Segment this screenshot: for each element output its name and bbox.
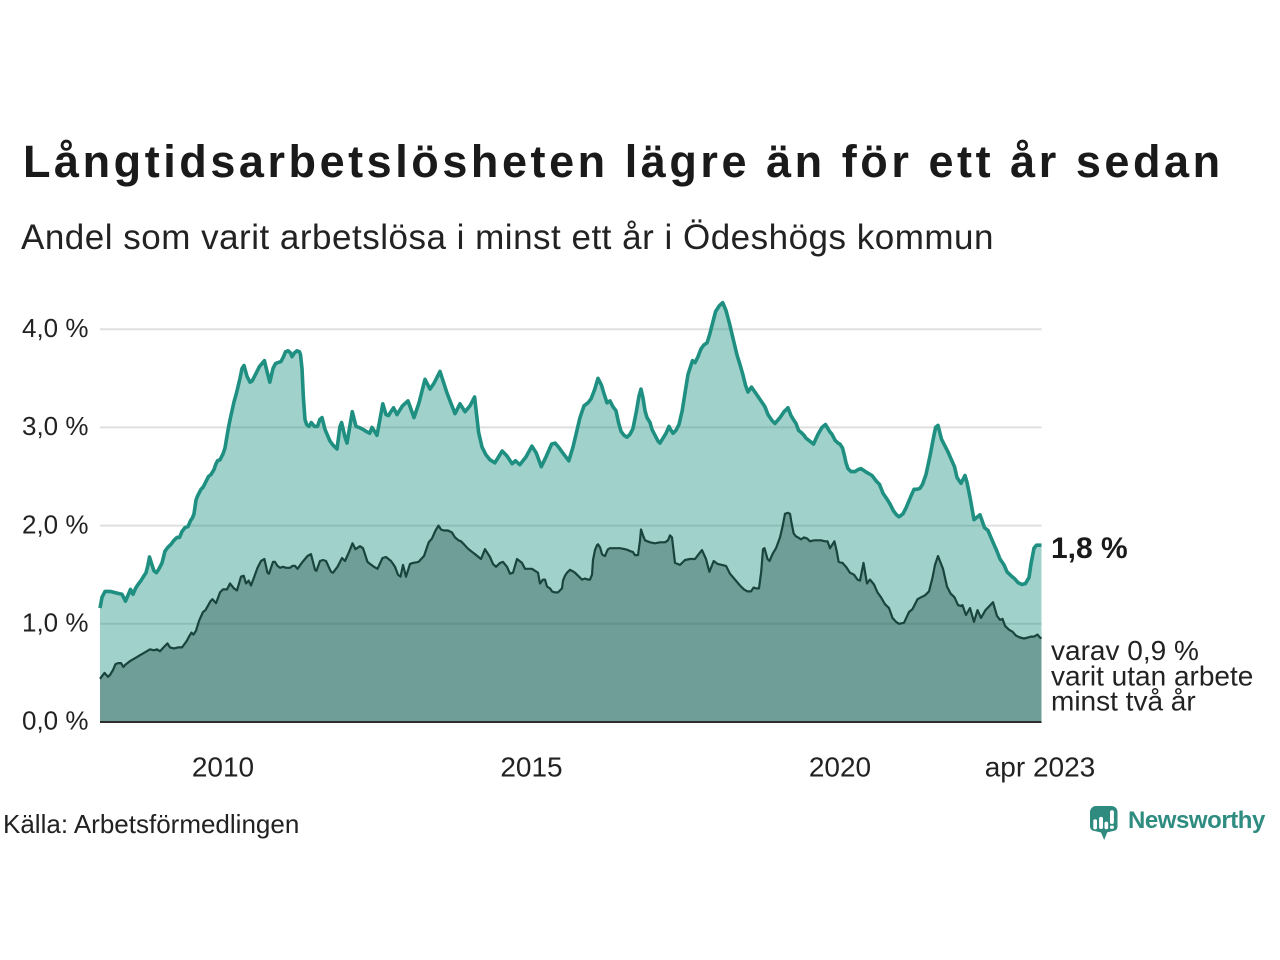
svg-text:2010: 2010	[192, 752, 254, 783]
svg-text:2,0 %: 2,0 %	[22, 509, 89, 539]
svg-text:apr 2023: apr 2023	[985, 752, 1096, 783]
svg-text:Newsworthy: Newsworthy	[1128, 807, 1266, 834]
svg-text:1,8 %: 1,8 %	[1051, 532, 1128, 565]
svg-text:0,0 %: 0,0 %	[22, 706, 89, 736]
svg-text:varav 0,9 %: varav 0,9 %	[1051, 635, 1199, 666]
svg-text:minst två år: minst två år	[1051, 686, 1196, 717]
svg-text:4,0 %: 4,0 %	[22, 313, 89, 343]
svg-text:varit utan arbete: varit utan arbete	[1051, 660, 1253, 691]
svg-text:2015: 2015	[500, 752, 562, 783]
svg-text:2020: 2020	[809, 752, 871, 783]
svg-text:3,0 %: 3,0 %	[22, 411, 89, 441]
svg-text:Långtidsarbetslösheten lägre ä: Långtidsarbetslösheten lägre än för ett …	[23, 136, 1224, 187]
svg-text:Källa: Arbetsförmedlingen: Källa: Arbetsförmedlingen	[3, 809, 299, 839]
svg-text:1,0 %: 1,0 %	[22, 608, 89, 638]
svg-text:Andel som varit arbetslösa i m: Andel som varit arbetslösa i minst ett å…	[21, 218, 994, 257]
